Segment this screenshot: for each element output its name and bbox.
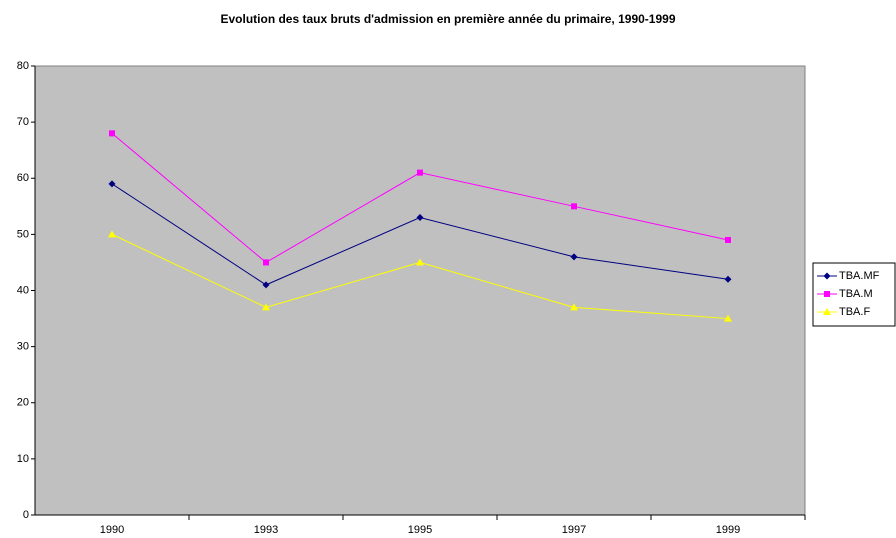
- marker: [571, 203, 577, 210]
- marker: [724, 314, 732, 322]
- marker: [417, 169, 423, 176]
- marker: [570, 303, 578, 311]
- marker: [416, 258, 424, 266]
- x-tick-label: 1997: [562, 524, 586, 536]
- marker: [824, 291, 830, 297]
- marker: [263, 259, 269, 266]
- legend-label: TBA.MF: [839, 270, 880, 282]
- x-tick-label: 1999: [716, 524, 740, 536]
- marker: [262, 281, 270, 289]
- x-tick-label: 1995: [408, 524, 432, 536]
- marker: [570, 253, 578, 261]
- y-tick-label: 80: [17, 60, 29, 72]
- marker: [108, 180, 116, 188]
- y-tick-label: 40: [17, 284, 29, 296]
- chart-title: Evolution des taux bruts d'admission en …: [220, 12, 675, 26]
- marker: [823, 272, 831, 280]
- y-tick-label: 60: [17, 172, 29, 184]
- y-tick-label: 50: [17, 228, 29, 240]
- marker: [724, 275, 732, 283]
- marker: [416, 214, 424, 222]
- y-tick-label: 70: [17, 116, 29, 128]
- y-tick-label: 10: [17, 453, 29, 465]
- marker: [823, 308, 831, 315]
- x-tick-label: 1990: [100, 524, 124, 536]
- y-tick-label: 0: [23, 509, 29, 521]
- legend-label: TBA.M: [839, 288, 873, 300]
- marker: [725, 236, 731, 243]
- y-tick-label: 20: [17, 397, 29, 409]
- marker: [109, 130, 115, 137]
- plot-area: [34, 65, 806, 516]
- marker: [108, 230, 116, 238]
- x-tick-label: 1993: [254, 524, 278, 536]
- y-tick-label: 30: [17, 341, 29, 353]
- marker: [262, 303, 270, 311]
- legend-label: TBA.F: [839, 306, 870, 318]
